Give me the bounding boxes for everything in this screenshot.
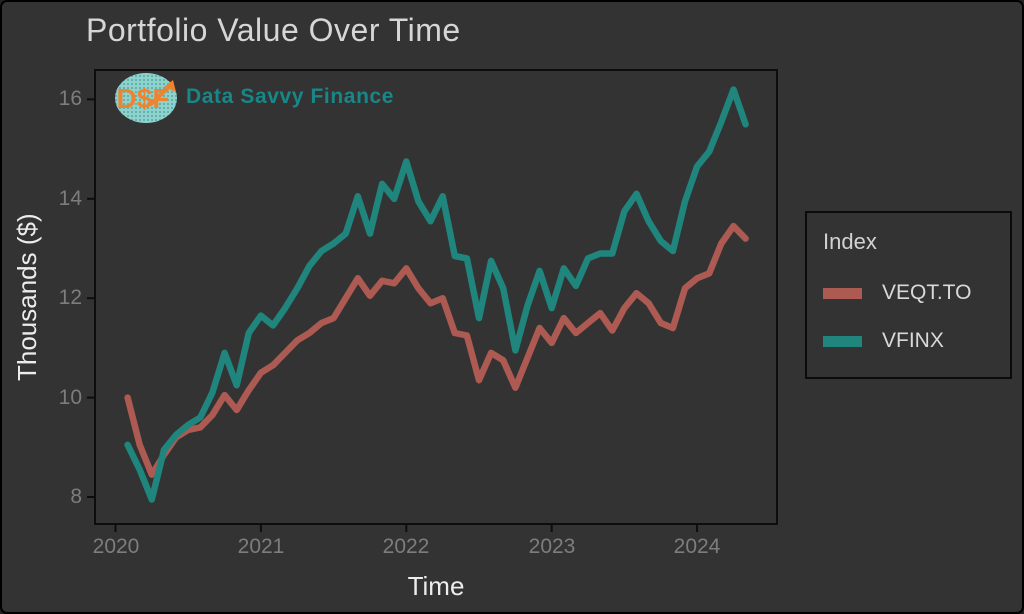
- legend-title: Index: [823, 229, 877, 254]
- brand-name: Data Savvy Finance: [186, 85, 395, 108]
- x-tick-label-2024: 2024: [673, 535, 721, 558]
- x-tick-label-2021: 2021: [237, 535, 285, 558]
- y-tick-label-12: 12: [58, 286, 82, 309]
- y-tick-label-10: 10: [58, 386, 82, 409]
- x-axis-title: Time: [407, 571, 465, 601]
- logo-circle: [115, 73, 177, 123]
- legend-swatch-vfinx: [823, 335, 862, 347]
- series-line-vfinx: [124, 86, 749, 503]
- panel-border: [94, 69, 778, 525]
- y-tick-label-14: 14: [58, 187, 82, 210]
- logo-monogram: D$F: [117, 83, 170, 114]
- dsf-logo: D$F: [115, 73, 177, 123]
- x-tick-label-2020: 2020: [92, 535, 140, 558]
- x-tick-label-2022: 2022: [382, 535, 430, 558]
- legend-swatch-veqt: [823, 287, 862, 299]
- legend-label-veqt: VEQT.TO: [882, 281, 972, 304]
- legend: Index VEQT.TO VFINX: [805, 211, 1012, 379]
- legend-label-vfinx: VFINX: [882, 329, 944, 352]
- y-tick-label-16: 16: [58, 87, 82, 110]
- legend-item-vfinx: VFINX: [823, 329, 944, 352]
- series-line-veqt-to: [124, 222, 749, 478]
- x-tick-label-2023: 2023: [528, 535, 576, 558]
- chart-title: Portfolio Value Over Time: [86, 12, 461, 48]
- legend-item-veqt: VEQT.TO: [823, 281, 972, 304]
- trend-arrow-icon: [149, 80, 176, 106]
- y-tick-label-8: 8: [70, 485, 82, 508]
